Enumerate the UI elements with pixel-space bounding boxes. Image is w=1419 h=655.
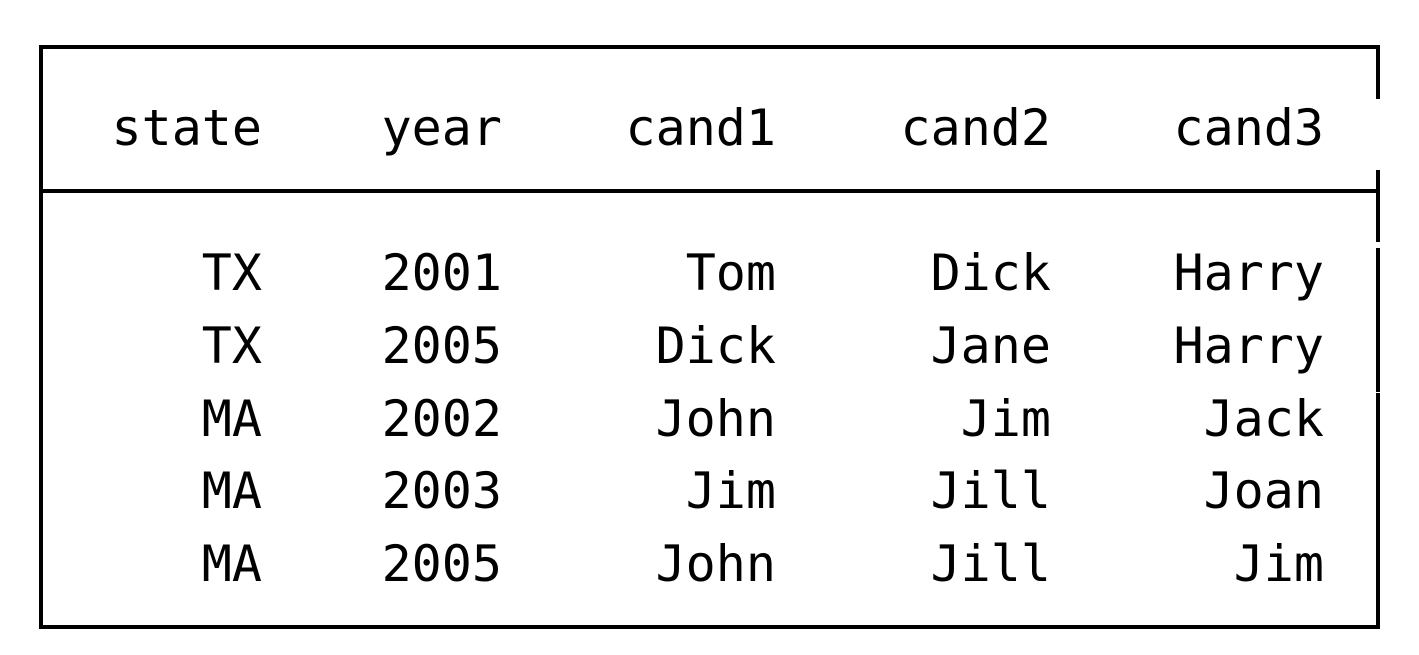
table-cell-state: MA — [201, 462, 262, 520]
table-cell-state: MA — [201, 535, 262, 593]
column-header-cand3: cand3 — [1173, 99, 1324, 157]
table-right-border-segment — [1376, 248, 1380, 392]
table-right-border-segment — [1376, 45, 1380, 99]
table-cell-year: 2002 — [381, 390, 502, 448]
table-cell-cand2: Jane — [930, 317, 1051, 375]
table-right-border-segment — [1376, 170, 1380, 242]
table-cell-cand1: John — [655, 535, 776, 593]
table-cell-cand1: Dick — [655, 317, 776, 375]
table-cell-cand1: John — [655, 390, 776, 448]
table-cell-cand2: Dick — [930, 244, 1051, 302]
table-cell-cand3: Joan — [1203, 462, 1324, 520]
column-header-cand1: cand1 — [625, 99, 776, 157]
table-cell-year: 2005 — [381, 317, 502, 375]
table-cell-year: 2001 — [381, 244, 502, 302]
column-header-year: year — [381, 99, 502, 157]
header-divider — [39, 189, 1380, 193]
table-cell-cand3: Harry — [1173, 317, 1324, 375]
table-cell-cand1: Jim — [685, 462, 776, 520]
table-frame — [39, 45, 1380, 629]
table-cell-state: TX — [201, 317, 262, 375]
table-cell-cand3: Jack — [1203, 390, 1324, 448]
table-cell-cand3: Harry — [1173, 244, 1324, 302]
table-cell-cand1: Tom — [685, 244, 776, 302]
table-cell-year: 2005 — [381, 535, 502, 593]
table-cell-state: MA — [201, 390, 262, 448]
table-cell-cand2: Jill — [930, 535, 1051, 593]
table-right-border-segment — [1376, 393, 1380, 629]
table-cell-year: 2003 — [381, 462, 502, 520]
column-header-state: state — [111, 99, 262, 157]
table-cell-state: TX — [201, 244, 262, 302]
table-cell-cand3: Jim — [1233, 535, 1324, 593]
table-cell-cand2: Jill — [930, 462, 1051, 520]
table-cell-cand2: Jim — [960, 390, 1051, 448]
column-header-cand2: cand2 — [900, 99, 1051, 157]
